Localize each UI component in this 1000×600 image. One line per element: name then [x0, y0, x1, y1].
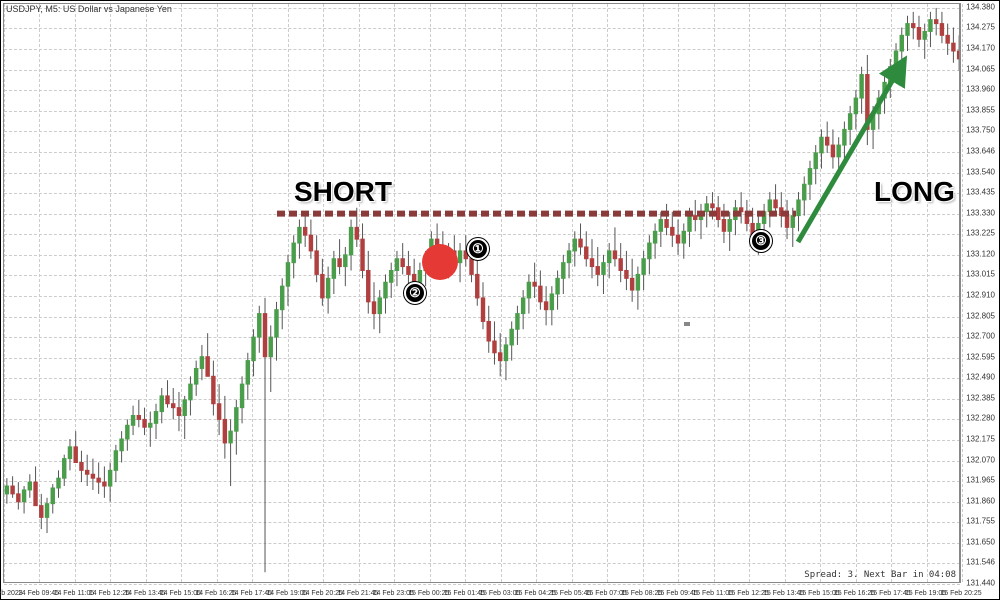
y-tick: 133.855: [966, 105, 995, 114]
y-tick: 132.070: [966, 455, 995, 464]
long-label: LONG: [874, 176, 955, 208]
chart-container: USDJPY, M5: US Dollar vs Japanese Yen SH…: [0, 0, 1000, 600]
y-tick: 132.490: [966, 373, 995, 382]
chart-title: USDJPY, M5: US Dollar vs Japanese Yen: [6, 4, 172, 14]
marker-1: ①: [467, 238, 489, 260]
y-tick: 131.440: [966, 579, 995, 588]
y-tick: 131.755: [966, 517, 995, 526]
marker-3: ③: [750, 230, 772, 252]
y-tick: 134.170: [966, 44, 995, 53]
marker-2: ②: [404, 282, 426, 304]
x-axis: 14 Feb 202314 Feb 09:4514 Feb 11:0514 Fe…: [3, 583, 961, 599]
y-tick: 134.065: [966, 64, 995, 73]
y-tick: 132.280: [966, 414, 995, 423]
y-tick: 131.965: [966, 476, 995, 485]
y-tick: 132.385: [966, 393, 995, 402]
y-tick: 131.860: [966, 496, 995, 505]
y-tick: 133.435: [966, 188, 995, 197]
y-tick: 133.120: [966, 249, 995, 258]
y-tick: 133.015: [966, 270, 995, 279]
y-tick: 132.595: [966, 352, 995, 361]
x-tick: 15 Feb 20:25: [940, 590, 981, 597]
plot-area[interactable]: SHORT LONG ① ② ③ Spread: 3. Next Bar in …: [3, 3, 961, 583]
y-tick: 133.646: [966, 146, 995, 155]
short-label: SHORT: [294, 176, 392, 208]
y-axis: 134.380 134.275 134.170 134.065 133.960 133.8…: [959, 3, 997, 583]
y-tick: 132.805: [966, 311, 995, 320]
y-tick: 133.330: [966, 208, 995, 217]
y-tick: 133.960: [966, 85, 995, 94]
y-tick: 132.910: [966, 290, 995, 299]
y-tick: 133.750: [966, 126, 995, 135]
y-tick: 133.540: [966, 167, 995, 176]
y-tick: 131.546: [966, 558, 995, 567]
y-tick: 132.175: [966, 434, 995, 443]
y-tick: 133.225: [966, 229, 995, 238]
y-tick: 134.275: [966, 23, 995, 32]
y-tick: 132.700: [966, 332, 995, 341]
y-tick: 134.380: [966, 2, 995, 11]
annotations-layer: [4, 4, 962, 584]
y-tick: 131.650: [966, 537, 995, 546]
